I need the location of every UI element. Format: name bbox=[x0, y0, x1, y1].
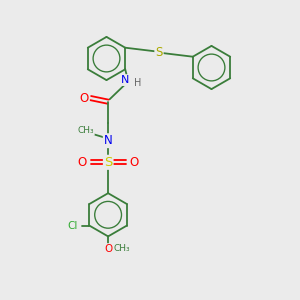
Text: O: O bbox=[104, 244, 112, 254]
Text: O: O bbox=[80, 92, 89, 105]
Text: CH₃: CH₃ bbox=[78, 126, 94, 135]
Text: S: S bbox=[104, 156, 112, 169]
Text: N: N bbox=[121, 75, 129, 85]
Text: O: O bbox=[129, 156, 139, 169]
Text: S: S bbox=[155, 46, 163, 59]
Text: N: N bbox=[104, 134, 112, 147]
Text: H: H bbox=[134, 78, 142, 88]
Text: O: O bbox=[78, 156, 87, 169]
Text: CH₃: CH₃ bbox=[113, 244, 130, 253]
Text: Cl: Cl bbox=[67, 220, 77, 231]
